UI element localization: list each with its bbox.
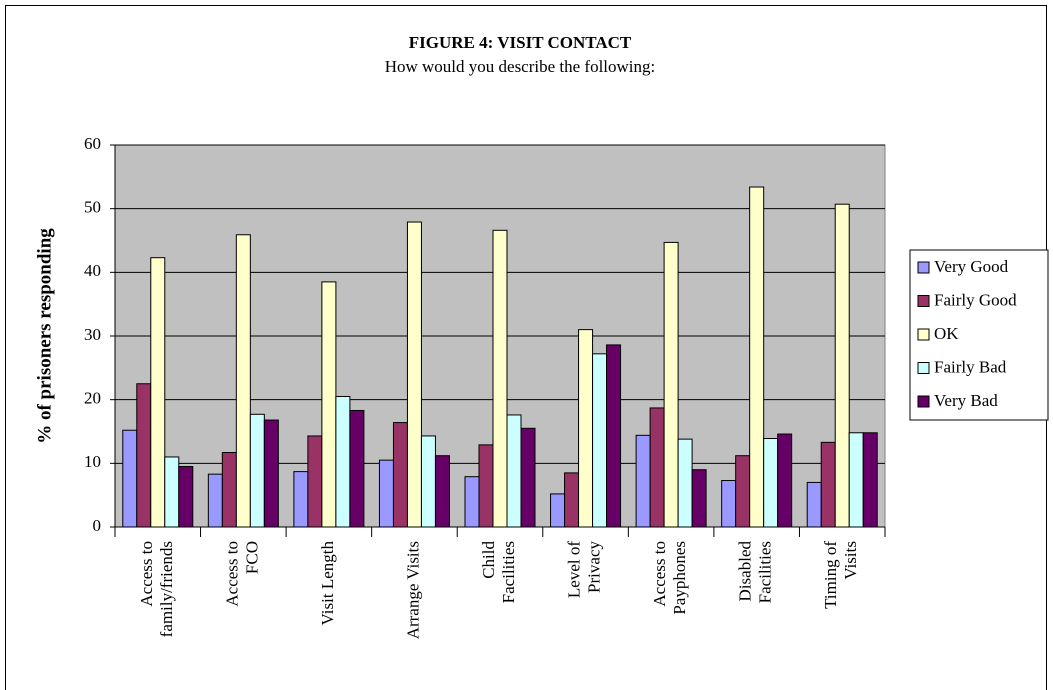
bar [506,414,522,528]
bar [249,413,265,528]
bar [735,455,751,528]
bar [649,407,665,528]
bar [122,429,138,528]
legend-swatch [917,261,930,274]
bar [749,186,765,528]
x-tick-label: Visit Length [318,541,337,626]
x-tick-label: Access toPayphones [650,541,689,615]
y-tick-label: 0 [93,516,102,535]
bar [307,435,323,528]
bar [578,329,594,528]
legend-label: Very Good [934,257,1009,276]
bar [564,472,580,528]
bar [691,469,707,528]
y-tick-label: 10 [84,452,101,471]
bar [777,433,793,528]
bar [763,438,779,528]
bar [207,473,223,528]
bar [221,452,237,528]
x-tick-label: DisabledFacilities [736,541,775,604]
x-tick-label: ChildFacilities [479,541,518,604]
x-tick-label: Timing ofVisits [821,541,860,609]
legend-label: Very Bad [934,391,998,410]
bar [349,409,365,528]
x-tick-label: Level ofPrivacy [564,541,603,599]
legend-swatch [917,328,930,341]
bar [263,419,279,528]
bar [820,441,836,528]
bar [492,229,508,528]
legend-label: OK [934,324,959,343]
legend-swatch [917,295,930,307]
chart-title: FIGURE 4: VISIT CONTACT [409,33,632,52]
bar [635,434,651,528]
bar [464,476,480,528]
bar [663,241,679,528]
bar [178,466,194,528]
y-tick-label: 50 [84,198,101,217]
bar [420,435,436,528]
x-tick-label: Access tofamily/friends [137,541,176,637]
bar [164,456,180,528]
bar [721,480,737,528]
bar [392,422,408,528]
legend-label: Fairly Good [934,290,1017,309]
bar [335,395,351,528]
bar [150,257,166,528]
bar [834,203,850,528]
bar [677,438,693,528]
x-tick-label: Access toFCO [222,541,261,607]
legend-swatch [917,362,930,374]
y-axis-label: % of prisoners responding [34,228,55,444]
y-tick-label: 60 [84,134,101,153]
bar [378,459,394,528]
bar [520,427,536,528]
bar [478,444,494,528]
y-tick-label: 40 [84,261,101,280]
y-tick-label: 30 [84,325,101,344]
bar [806,481,822,528]
bar [862,432,878,528]
legend-box [909,249,1049,421]
bar [592,353,608,528]
bar [406,221,422,528]
bar [434,455,450,528]
bar [606,344,622,528]
bar [293,471,309,528]
bar [235,234,251,528]
bar [550,493,566,528]
legend-label: Fairly Bad [934,357,1007,376]
bar [136,383,152,528]
chart-subtitle: How would you describe the following: [385,57,656,76]
bar [321,281,337,528]
y-tick-label: 20 [84,389,101,408]
bar [848,432,864,528]
legend-swatch [917,395,930,408]
x-tick-label: Arrange Visits [403,541,422,639]
